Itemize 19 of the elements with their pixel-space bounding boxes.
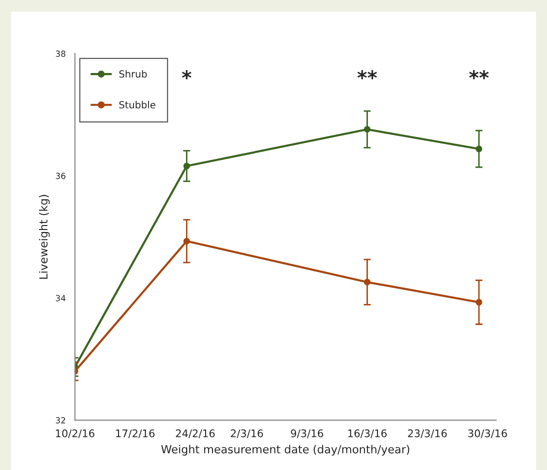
x-axis-title: Weight measurement date (day/month/year): [161, 444, 410, 456]
y-tick-label: 34: [56, 294, 66, 302]
x-tick-label: 23/3/16: [408, 429, 447, 438]
y-tick-label: 36: [56, 172, 66, 180]
y-tick-label: 32: [56, 417, 66, 424]
legend-label: Shrub: [119, 70, 147, 78]
x-tick-label: 24/2/16: [176, 429, 215, 438]
x-tick-label: 17/2/16: [116, 429, 155, 438]
x-tick-label: 10/2/16: [56, 429, 94, 438]
x-tick-label: 30/3/16: [468, 429, 507, 438]
x-tick-label: 16/3/16: [348, 429, 387, 438]
legend-label: Stubble: [119, 100, 156, 108]
y-axis-title: Liveweight (kg): [39, 194, 50, 279]
annotation: *: [182, 70, 192, 80]
y-tick-label: 38: [56, 50, 66, 57]
annotation: **: [469, 70, 489, 80]
x-tick-label: 9/3/16: [290, 429, 324, 438]
x-tick-label: 2/3/16: [230, 429, 263, 438]
annotation: **: [357, 70, 377, 80]
